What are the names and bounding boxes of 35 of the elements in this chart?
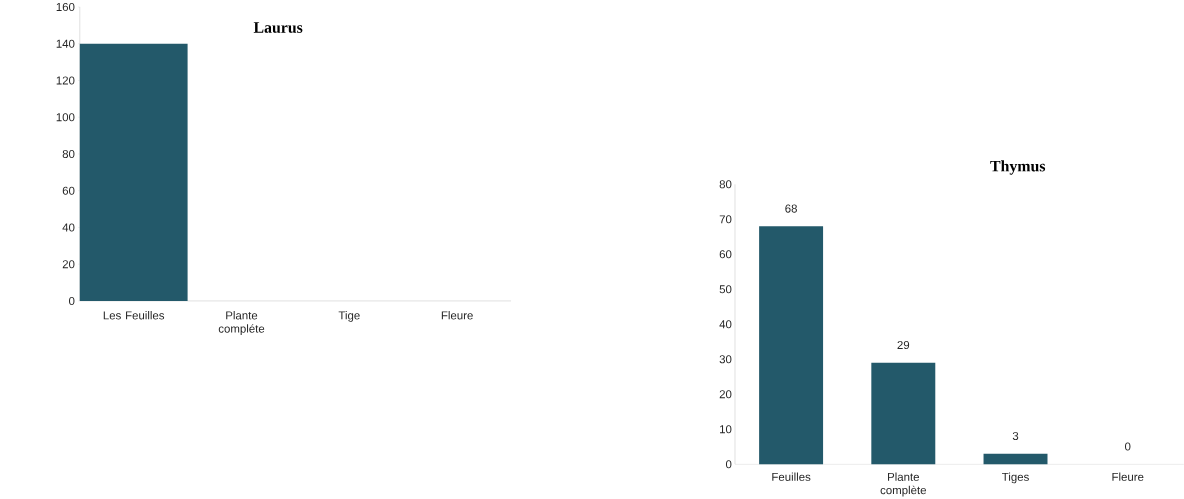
y-tick-label: 30 (719, 355, 732, 364)
x-tick-label: Tige (338, 310, 360, 322)
y-tick-label: 80 (62, 149, 75, 158)
data-label: 0 (1124, 442, 1131, 451)
bar (871, 362, 936, 464)
bar (983, 453, 1048, 464)
x-tick-label: Tiges (1002, 472, 1029, 484)
y-tick-label: 0 (68, 296, 75, 305)
x-tick-label: Plante compléte (218, 310, 265, 335)
y-tick-label: 60 (719, 250, 732, 259)
data-label: 68 (785, 204, 797, 213)
y-tick-label: 80 (719, 180, 732, 189)
x-tick-label: Fleure (1112, 472, 1144, 481)
y-tick-label: 120 (56, 76, 75, 85)
y-tick-label: 70 (719, 215, 732, 224)
y-tick-label: 140 (56, 39, 75, 48)
y-tick-label: 50 (719, 285, 732, 294)
data-label: 3 (1012, 431, 1019, 440)
x-tick-label: Plante complète (880, 472, 926, 497)
y-tick-label: 20 (719, 389, 732, 399)
y-tick-label: 0 (725, 459, 732, 469)
y-tick-label: 160 (56, 2, 75, 11)
y-tick-label: 40 (719, 320, 732, 329)
x-tick-label: Les Feuilles (103, 310, 165, 320)
y-tick-label: 60 (62, 186, 75, 195)
y-tick-label: 40 (62, 223, 75, 232)
chart-title: Thymus (990, 160, 1046, 175)
x-tick-label: Feuilles (772, 472, 811, 481)
text: Laurus (253, 22, 303, 33)
bar (759, 226, 824, 464)
x-tick-label: Fleure (441, 310, 473, 320)
y-tick-label: 20 (62, 259, 75, 269)
y-tick-label: 100 (56, 112, 75, 122)
data-label: 29 (897, 340, 910, 349)
y-tick-label: 10 (720, 424, 732, 434)
